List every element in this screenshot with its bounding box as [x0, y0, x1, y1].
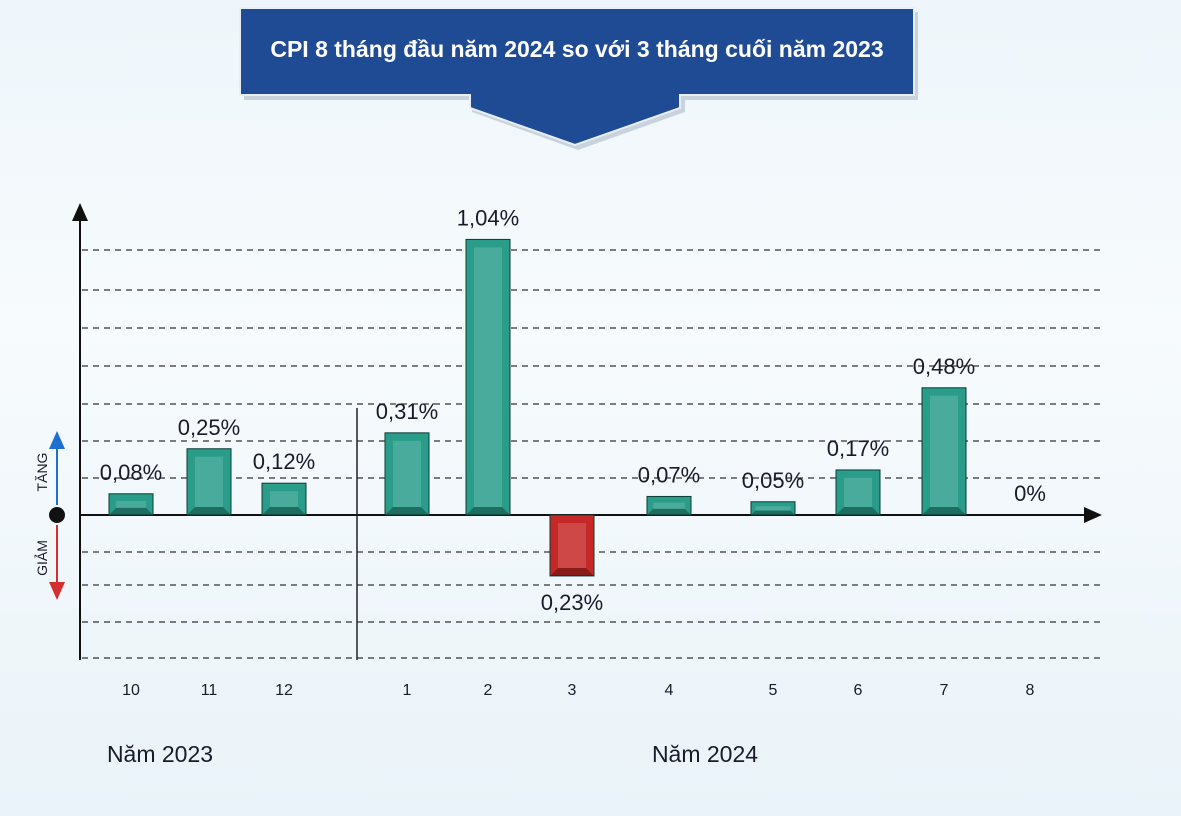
x-tick-label: 5	[769, 682, 778, 699]
x-tick-labels: 10 11 12 1 2 3 4 5 6 7 8	[122, 682, 1034, 699]
x-tick-label: 3	[568, 682, 577, 699]
x-tick-label: 12	[275, 682, 293, 699]
x-tick-label: 8	[1026, 682, 1035, 699]
bar-bevel	[558, 523, 586, 568]
bar-6: 0,17%	[827, 436, 889, 516]
bar-5: 0,05%	[742, 468, 804, 516]
x-tick-label: 4	[665, 682, 674, 699]
bar-7: 0,48%	[913, 354, 975, 516]
bar-shadow	[550, 567, 594, 576]
data-label: 0,25%	[178, 415, 240, 440]
bar-body	[186, 448, 232, 516]
bar-shadow	[109, 507, 153, 515]
bar-bevel	[930, 395, 958, 507]
data-label: 0%	[1014, 481, 1046, 506]
bar-1: 0,31%	[376, 399, 438, 516]
bar-12: 0,12%	[253, 449, 315, 516]
data-label: 0,48%	[913, 354, 975, 379]
bar-4: 0,07%	[638, 462, 700, 516]
bar-shadow	[466, 507, 510, 515]
bar-body	[384, 432, 430, 516]
group-label-2023: Năm 2023	[107, 741, 213, 767]
x-tick-label: 1	[403, 682, 412, 699]
bar-10: 0,08%	[100, 460, 162, 516]
title-banner: CPI 8 tháng đầu năm 2024 so với 3 tháng …	[239, 7, 918, 150]
bar-shadow	[922, 507, 966, 515]
data-label: 0,31%	[376, 399, 438, 424]
bars: 0,08% 0,25% 0,12% 0,31% 1,04% 0,23% 0,07% 0,05%…	[100, 205, 1046, 615]
bar-body	[750, 501, 796, 516]
bar-bevel	[474, 247, 502, 507]
bar-bevel	[755, 506, 791, 511]
bar-shadow	[187, 507, 231, 515]
bar-body	[549, 514, 595, 577]
x-tick-label: 7	[940, 682, 949, 699]
bar-bevel	[116, 500, 146, 508]
bar-bevel	[844, 477, 872, 507]
bar-body	[646, 495, 692, 516]
bar-shadow	[385, 507, 429, 515]
group-label-2024: Năm 2024	[652, 741, 758, 767]
x-tick-label: 11	[201, 682, 218, 699]
data-label: 1,04%	[457, 205, 519, 230]
data-label: 0,07%	[638, 462, 700, 487]
data-label: 0,17%	[827, 436, 889, 461]
increase-label: TĂNG	[34, 453, 50, 492]
bar-2: 1,04%	[457, 205, 519, 516]
bar-bevel	[653, 502, 685, 509]
bar-body	[261, 482, 307, 516]
bar-shadow	[647, 508, 691, 515]
bar-body	[465, 238, 511, 516]
bar-body	[108, 493, 154, 516]
data-label: 0,12%	[253, 449, 315, 474]
bar-shadow	[751, 510, 795, 515]
origin-dot	[49, 507, 65, 523]
data-label: 0,08%	[100, 460, 162, 485]
bar-body	[835, 469, 881, 516]
decrease-label: GIẢM	[34, 540, 50, 576]
bar-11: 0,25%	[178, 415, 240, 516]
bar-bevel	[270, 491, 298, 507]
x-tick-label: 6	[854, 682, 863, 699]
bar-bevel	[195, 456, 223, 507]
x-tick-label: 2	[484, 682, 493, 699]
bar-shadow	[262, 507, 306, 515]
bar-8: 0%	[1014, 481, 1046, 506]
bar-bevel	[393, 440, 421, 507]
data-label: 0,23%	[541, 590, 603, 615]
x-tick-label: 10	[122, 682, 140, 699]
banner-shape-front	[239, 7, 915, 147]
bar-body	[921, 387, 967, 516]
bar-3: 0,23%	[541, 514, 603, 615]
chart-title: CPI 8 tháng đầu năm 2024 so với 3 tháng …	[270, 36, 883, 62]
bar-shadow	[836, 507, 880, 515]
data-label: 0,05%	[742, 468, 804, 493]
